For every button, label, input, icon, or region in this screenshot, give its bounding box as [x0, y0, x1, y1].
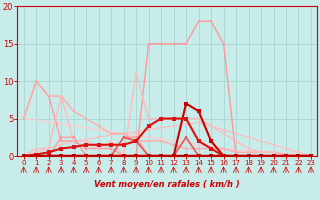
X-axis label: Vent moyen/en rafales ( km/h ): Vent moyen/en rafales ( km/h ): [94, 180, 240, 189]
